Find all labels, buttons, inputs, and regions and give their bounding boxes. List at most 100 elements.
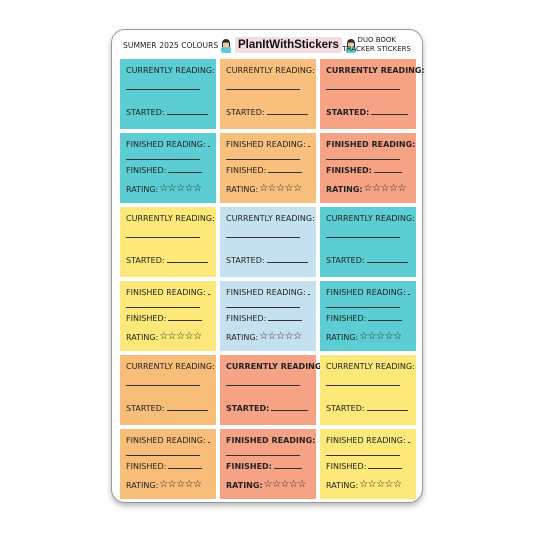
- finished-reading-label: FINISHED READING:: [326, 288, 406, 297]
- finished-row: FINISHED:: [326, 314, 402, 323]
- finished-label: FINISHED:: [226, 166, 267, 175]
- currently-reading-sticker[interactable]: CURRENTLY READING: STARTED:: [120, 59, 216, 129]
- rating-row: RATING: ☆☆☆☆☆: [226, 331, 310, 342]
- currently-reading-sticker[interactable]: CURRENTLY READING: STARTED:: [220, 207, 316, 277]
- started-label: STARTED:: [326, 404, 365, 413]
- rating-row: RATING: ☆☆☆☆☆: [126, 183, 210, 194]
- finished-reading-sticker[interactable]: FINISHED READING: FINISHED: RATING: ☆☆☆☆☆: [320, 429, 416, 499]
- rating-row: RATING: ☆☆☆☆☆: [326, 479, 410, 490]
- finished-reading-label: FINISHED READING:: [326, 140, 416, 149]
- write-line: [373, 171, 402, 173]
- write-line: [126, 236, 200, 238]
- write-line: [326, 158, 400, 160]
- write-line: [168, 171, 202, 173]
- finished-label: FINISHED:: [226, 314, 267, 323]
- brand-name: PlanItWithStickers: [235, 37, 342, 53]
- started-label: STARTED:: [226, 404, 270, 413]
- finished-reading-row: FINISHED READING:: [226, 436, 315, 445]
- currently-reading-row: CURRENTLY READING:: [226, 66, 315, 75]
- currently-reading-sticker[interactable]: CURRENTLY READING: STARTED:: [120, 207, 216, 277]
- write-line: [126, 88, 200, 90]
- write-line: [307, 145, 310, 147]
- currently-reading-label: CURRENTLY READING:: [326, 362, 415, 371]
- started-row: STARTED:: [326, 108, 408, 117]
- rating-label: RATING:: [226, 481, 263, 490]
- currently-reading-row: CURRENTLY READING:: [126, 66, 215, 75]
- finished-label: FINISHED:: [126, 314, 167, 323]
- finished-row: FINISHED:: [126, 314, 202, 323]
- currently-reading-label: CURRENTLY READING:: [326, 214, 415, 223]
- currently-reading-sticker[interactable]: CURRENTLY READING: STARTED:: [120, 355, 216, 425]
- currently-reading-sticker[interactable]: CURRENTLY READING: STARTED:: [320, 355, 416, 425]
- finished-reading-label: FINISHED READING:: [126, 140, 206, 149]
- star-rating-icon[interactable]: ☆☆☆☆☆: [159, 331, 202, 342]
- sticker-grid: CURRENTLY READING: STARTED: CURRENTLY READ…: [120, 59, 425, 499]
- finished-reading-sticker[interactable]: FINISHED READING: FINISHED: RATING: ☆☆☆☆☆: [320, 133, 416, 203]
- write-line: [271, 409, 308, 411]
- finished-reading-sticker[interactable]: FINISHED READING: FINISHED: RATING: ☆☆☆☆☆: [120, 133, 216, 203]
- currently-reading-label: CURRENTLY READING:: [226, 214, 315, 223]
- avatar-icon: [221, 38, 231, 53]
- write-line: [226, 236, 300, 238]
- star-rating-icon[interactable]: ☆☆☆☆☆: [159, 479, 202, 490]
- currently-reading-label: CURRENTLY READING:: [126, 362, 215, 371]
- write-line: [326, 454, 400, 456]
- write-line: [226, 88, 300, 90]
- finished-reading-sticker[interactable]: FINISHED READING: FINISHED: RATING: ☆☆☆☆☆: [220, 281, 316, 351]
- currently-reading-label: CURRENTLY READING:: [226, 66, 315, 75]
- currently-reading-row: CURRENTLY READING:: [326, 362, 415, 371]
- collection-title: SUMMER 2025 COLOURS: [123, 41, 219, 50]
- finished-reading-sticker[interactable]: FINISHED READING: FINISHED: RATING: ☆☆☆☆☆: [320, 281, 416, 351]
- currently-reading-sticker[interactable]: CURRENTLY READING: STARTED:: [320, 59, 425, 129]
- finished-reading-sticker[interactable]: FINISHED READING: FINISHED: RATING: ☆☆☆☆☆: [120, 281, 216, 351]
- finished-row: FINISHED:: [326, 462, 402, 471]
- finished-reading-sticker[interactable]: FINISHED READING: FINISHED: RATING: ☆☆☆☆☆: [220, 133, 316, 203]
- finished-reading-label: FINISHED READING:: [226, 140, 306, 149]
- finished-row: FINISHED:: [226, 314, 302, 323]
- started-label: STARTED:: [126, 404, 165, 413]
- finished-reading-label: FINISHED READING:: [226, 436, 316, 445]
- write-line: [307, 293, 310, 295]
- finished-label: FINISHED:: [126, 462, 167, 471]
- product-title-line-2: TRACKER STICKERS: [342, 45, 411, 53]
- started-row: STARTED:: [326, 404, 408, 413]
- currently-reading-sticker[interactable]: CURRENTLY READING: STARTED:: [220, 59, 316, 129]
- finished-reading-label: FINISHED READING:: [326, 436, 406, 445]
- write-line: [207, 441, 210, 443]
- finished-reading-row: FINISHED READING:: [126, 140, 210, 149]
- rating-label: RATING:: [126, 481, 159, 490]
- star-rating-icon[interactable]: ☆☆☆☆☆: [259, 183, 302, 194]
- rating-label: RATING:: [226, 333, 259, 342]
- star-rating-icon[interactable]: ☆☆☆☆☆: [363, 183, 407, 194]
- currently-reading-sticker[interactable]: CURRENTLY READING: STARTED:: [220, 355, 325, 425]
- finished-reading-row: FINISHED READING:: [126, 436, 210, 445]
- write-line: [368, 467, 402, 469]
- write-line: [368, 319, 402, 321]
- star-rating-icon[interactable]: ☆☆☆☆☆: [359, 331, 402, 342]
- finished-reading-sticker[interactable]: FINISHED READING: FINISHED: RATING: ☆☆☆☆☆: [220, 429, 316, 499]
- finished-reading-row: FINISHED READING:: [326, 436, 410, 445]
- avatar-icon: [345, 38, 356, 53]
- currently-reading-row: CURRENTLY READING:: [226, 214, 315, 223]
- write-line: [326, 306, 400, 308]
- rating-row: RATING: ☆☆☆☆☆: [126, 479, 210, 490]
- write-line: [226, 454, 300, 456]
- started-row: STARTED:: [226, 404, 308, 413]
- product-title-line-1: DUO BOOK: [357, 36, 397, 44]
- star-rating-icon[interactable]: ☆☆☆☆☆: [159, 183, 202, 194]
- currently-reading-label: CURRENTLY READING:: [226, 362, 325, 371]
- started-row: STARTED:: [226, 108, 308, 117]
- star-rating-icon[interactable]: ☆☆☆☆☆: [259, 331, 302, 342]
- star-rating-icon[interactable]: ☆☆☆☆☆: [263, 479, 307, 490]
- rating-label: RATING:: [326, 481, 359, 490]
- write-line: [168, 467, 202, 469]
- finished-reading-label: FINISHED READING:: [126, 288, 206, 297]
- finished-reading-sticker[interactable]: FINISHED READING: FINISHED: RATING: ☆☆☆☆☆: [120, 429, 216, 499]
- rating-row: RATING: ☆☆☆☆☆: [226, 183, 310, 194]
- write-line: [407, 441, 410, 443]
- started-row: STARTED:: [126, 108, 208, 117]
- currently-reading-sticker[interactable]: CURRENTLY READING: STARTED:: [320, 207, 416, 277]
- finished-reading-label: FINISHED READING:: [226, 288, 306, 297]
- finished-label: FINISHED:: [326, 314, 367, 323]
- star-rating-icon[interactable]: ☆☆☆☆☆: [359, 479, 402, 490]
